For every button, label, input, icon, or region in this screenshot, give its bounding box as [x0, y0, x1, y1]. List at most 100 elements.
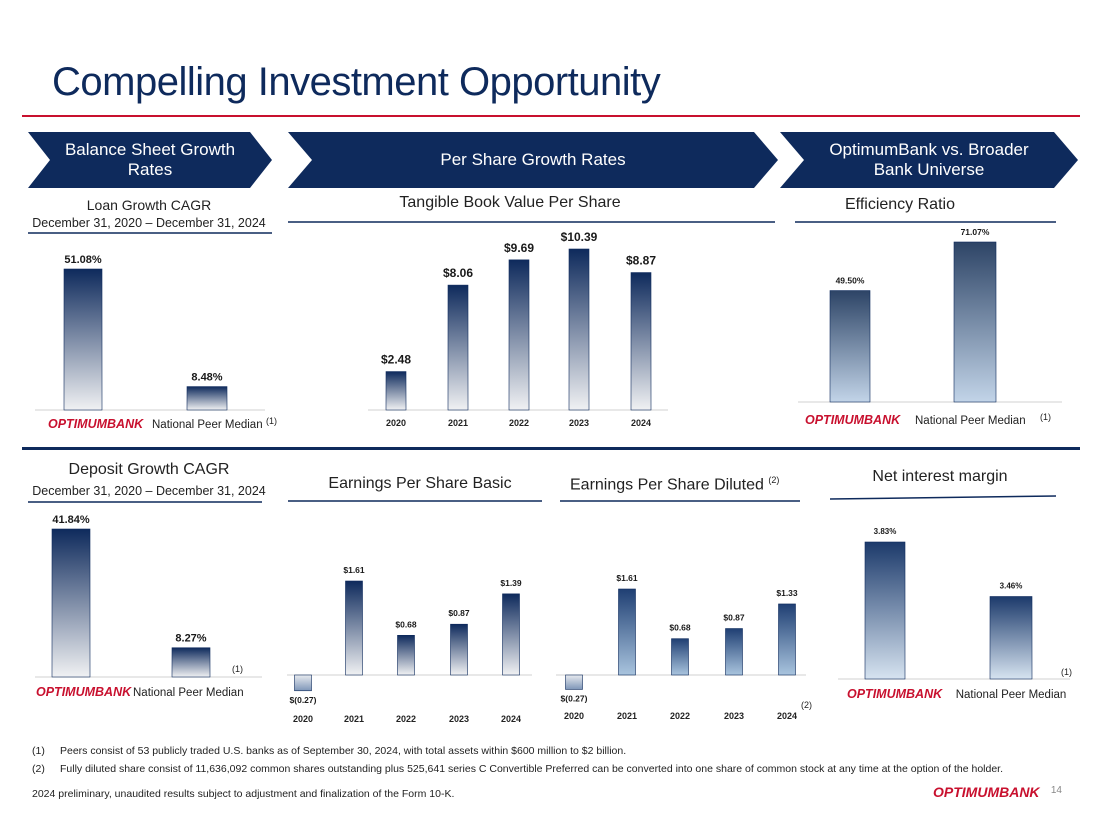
deposit-bar — [51, 528, 91, 678]
eps_diluted-category-label: 2020 — [564, 711, 584, 721]
eps-diluted-title-note: (2) — [768, 475, 780, 485]
eps_diluted-category-label: 2022 — [670, 711, 690, 721]
banner-label: OptimumBank vs. Broader Bank Universe — [829, 140, 1029, 179]
tbv-chart: $2.48 $8.06 $9.69 $10.39 $8.87 2020 2021 2022 20… — [381, 230, 656, 428]
footnote-1: (1) Peers consist of 53 publicly traded U… — [32, 742, 1003, 760]
nim-bar — [864, 541, 906, 680]
eps-diluted-title: Earnings Per Share Diluted (2) — [570, 475, 790, 494]
deposit-value-label: 41.84% — [52, 514, 90, 526]
eff-category-label: National Peer Median — [915, 415, 1026, 427]
tbv-category-label: 2024 — [631, 418, 651, 428]
eff-bar — [829, 290, 871, 403]
eps-basic-title: Earnings Per Share Basic — [328, 475, 512, 492]
optimumbank-logo-text: OPTIMUMBANK — [36, 685, 132, 699]
tbv-value-label: $8.06 — [443, 266, 473, 280]
tbv-bar — [630, 272, 652, 411]
eff-value-label: 71.07% — [961, 227, 990, 237]
optimumbank-logo-text: OPTIMUMBANK — [805, 413, 901, 427]
optimumbank-logo-text: OPTIMUMBANK — [847, 687, 943, 701]
banner-label: Balance Sheet Growth Rates — [64, 140, 236, 179]
deposit-subtitle: December 31, 2020 – December 31, 2024 — [32, 484, 266, 498]
tbv-value-label: $8.87 — [626, 254, 656, 268]
tbv-value-label: $2.48 — [381, 353, 411, 367]
footnote-text: Peers consist of 53 publicly traded U.S.… — [60, 745, 627, 757]
nim-value-label: 3.46% — [1000, 582, 1023, 591]
eps_basic-chart: $(0.27) $1.61 $0.68 $0.87 $1.39 2020 2021 2022 2… — [290, 565, 522, 724]
nim-title: Net interest margin — [872, 468, 1008, 485]
page-number: 14 — [1050, 785, 1062, 796]
eps_basic-category-label: 2023 — [449, 714, 469, 724]
tbv-title: Tangible Book Value Per Share — [399, 194, 621, 211]
loan-category-label: National Peer Median — [152, 419, 263, 431]
eps_basic-bar — [502, 593, 520, 676]
eps_diluted-category-label: 2021 — [617, 711, 637, 721]
deposit-value-label: 8.27% — [175, 633, 206, 645]
eps_basic-bar — [450, 623, 468, 676]
loan-chart: 51.08% 8.48% OPTIMUMBANK National Peer Medi… — [48, 254, 263, 431]
nim-chart: 3.83% 3.46% OPTIMUMBANK National Peer Media… — [847, 527, 1066, 701]
loan-subtitle: December 31, 2020 – December 31, 2024 — [32, 216, 266, 230]
nim-footnote-marker: (1) — [1061, 667, 1072, 677]
eps_diluted-category-label: 2023 — [724, 711, 744, 721]
banner-shape — [780, 132, 1078, 188]
nim-optimumbank-logo: OPTIMUMBANK — [847, 687, 943, 701]
nim-bar — [989, 596, 1033, 680]
eff-title: Efficiency Ratio — [845, 196, 955, 213]
eff-chart: 49.50% 71.07% OPTIMUMBANK National Peer Med… — [805, 227, 1026, 427]
deposit-chart: 41.84% 8.27% OPTIMUMBANK National Peer Medi… — [36, 514, 244, 699]
eps_basic-value-label: $0.68 — [395, 619, 417, 629]
footnote-2: (2) Fully diluted share consist of 11,636… — [32, 760, 1003, 778]
nim-value-label: 3.83% — [874, 527, 897, 536]
eps_basic-category-label: 2020 — [293, 714, 313, 724]
eff-footnote-marker: (1) — [1040, 412, 1051, 422]
title-rule — [22, 115, 1080, 117]
tbv-value-label: $10.39 — [561, 230, 598, 244]
tbv-value-label: $9.69 — [504, 241, 534, 255]
eps-diluted-title-text: Earnings Per Share Diluted — [570, 476, 764, 494]
eps_diluted-bar — [618, 588, 636, 676]
deposit-optimumbank-logo: OPTIMUMBANK — [36, 685, 132, 699]
eps_diluted-bar — [725, 628, 743, 676]
deposit-category-label: National Peer Median — [133, 687, 244, 699]
nim-category-label: National Peer Median — [956, 689, 1067, 701]
tbv-category-label: 2022 — [509, 418, 529, 428]
loan-value-label: 51.08% — [64, 254, 102, 266]
preliminary-note: 2024 preliminary, unaudited results subj… — [32, 788, 455, 800]
eps_basic-category-label: 2022 — [396, 714, 416, 724]
loan-title: Loan Growth CAGR — [86, 197, 212, 213]
deposit-footnote-marker: (1) — [232, 664, 243, 674]
tbv-category-label: 2023 — [569, 418, 589, 428]
eps-diluted-footnote-marker: (2) — [801, 700, 812, 710]
tbv-bar — [385, 371, 407, 411]
tbv-category-label: 2020 — [386, 418, 406, 428]
section-divider — [22, 447, 1080, 450]
eff-bar — [953, 241, 997, 403]
eff-optimumbank-logo: OPTIMUMBANK — [805, 413, 901, 427]
eps_diluted-value-label: $0.68 — [669, 623, 691, 633]
optimumbank-logo-text: OPTIMUMBANK — [48, 417, 144, 431]
tbv-bar — [508, 259, 530, 411]
eps_diluted-value-label: $1.61 — [616, 573, 638, 583]
eps_diluted-value-label: $1.33 — [776, 588, 798, 598]
eps_basic-value-label: $(0.27) — [290, 695, 317, 705]
eps_basic-value-label: $1.61 — [343, 565, 365, 575]
footnote-number: (2) — [32, 763, 45, 775]
eps_basic-value-label: $1.39 — [500, 578, 522, 588]
page-title: Compelling Investment Opportunity — [52, 60, 661, 104]
loan-bar — [186, 386, 228, 411]
deposit-title: Deposit Growth CAGR — [68, 461, 230, 478]
eps_diluted-value-label: $0.87 — [723, 613, 745, 623]
loan-bar — [63, 268, 103, 411]
tbv-bar — [447, 284, 469, 411]
footnotes: (1) Peers consist of 53 publicly traded U… — [32, 742, 1003, 778]
footnote-text: Fully diluted share consist of 11,636,09… — [60, 763, 1004, 775]
deposit-bar — [171, 647, 211, 678]
eps_basic-category-label: 2024 — [501, 714, 521, 724]
footnote-number: (1) — [32, 745, 45, 757]
banner-balance-sheet: Balance Sheet Growth Rates — [28, 132, 272, 188]
eps_diluted-value-label: $(0.27) — [561, 693, 588, 703]
eps_basic-bar — [397, 634, 415, 676]
eps_diluted-bar — [778, 603, 796, 676]
loan-footnote-marker: (1) — [266, 416, 277, 426]
